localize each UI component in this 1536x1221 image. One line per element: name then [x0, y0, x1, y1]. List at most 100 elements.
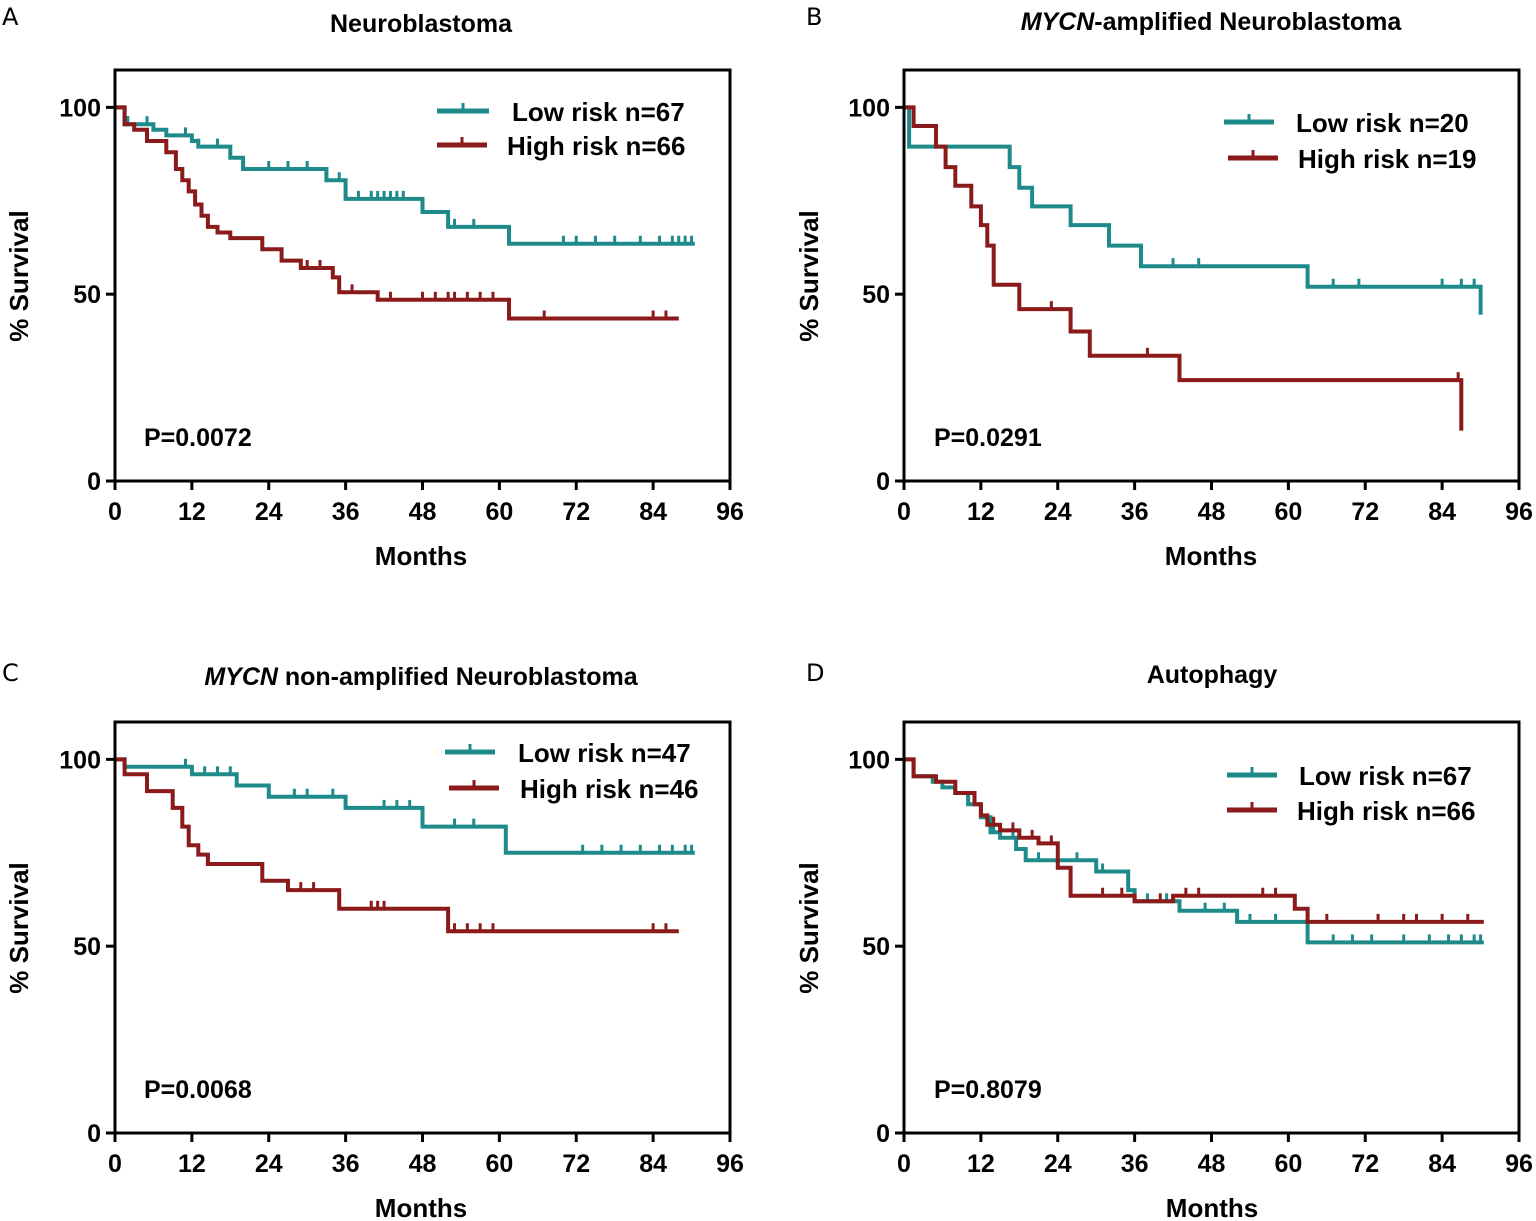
x-tick-label: 24 [1044, 1150, 1072, 1178]
x-axis-label: Months [1166, 1193, 1258, 1221]
x-tick-label: 0 [897, 498, 911, 526]
legend-item-low: Low risk n=47 [445, 738, 691, 768]
y-axis-label: % Survival [4, 210, 34, 342]
x-tick-label: 36 [1121, 1150, 1149, 1178]
x-tick-label: 12 [178, 1150, 206, 1178]
x-tick-label: 48 [409, 498, 437, 526]
y-tick-label: 0 [87, 1120, 101, 1148]
legend-label-high: High risk n=66 [507, 131, 685, 161]
x-tick-label: 36 [332, 1150, 360, 1178]
y-tick-label: 50 [73, 281, 101, 309]
legend-item-high: High risk n=46 [449, 774, 698, 804]
p-value: P=0.8079 [934, 1076, 1042, 1104]
legend-label-high: High risk n=19 [1298, 144, 1476, 174]
x-tick-label: 12 [178, 498, 206, 526]
x-axis-label: Months [375, 1193, 467, 1221]
x-axis-label: Months [375, 541, 467, 571]
panel-a: A Neuroblastoma 0 12 24 36 48 60 72 84 96050100 … [2, 3, 744, 571]
legend-label-high: High risk n=46 [520, 774, 698, 804]
y-axis-label: % Survival [794, 210, 824, 342]
x-tick-label: 0 [108, 1150, 122, 1178]
legend: Low risk n=20 High risk n=19 [1224, 108, 1476, 174]
plot-area: 0 12 24 36 48 60 72 84 96 0 50 100 [848, 720, 1533, 1178]
panel-title: MYCN non-amplified Neuroblastoma [204, 663, 638, 691]
title-rest: non-amplified Neuroblastoma [278, 663, 639, 691]
x-tick-label: 24 [255, 1150, 283, 1178]
x-tick-label: 36 [1121, 498, 1149, 526]
x-tick-label: 72 [562, 1150, 590, 1178]
plot-area: 0 12 24 36 48 60 72 84 96 0 50 100 [59, 720, 744, 1178]
x-tick-label: 60 [1274, 1150, 1302, 1178]
x-tick-label: 72 [1351, 1150, 1379, 1178]
survival-curve-low [904, 105, 1483, 315]
survival-curve-high [115, 105, 679, 321]
panel-title: Neuroblastoma [330, 10, 513, 38]
y-axis-label: % Survival [4, 862, 34, 994]
panel-letter-c: C [2, 659, 19, 687]
panel-title: MYCN-amplified Neuroblastoma [1021, 8, 1403, 36]
title-rest: -amplified Neuroblastoma [1094, 8, 1402, 36]
plot-area: 0 12 24 36 48 60 72 84 96 0 50 100 [848, 68, 1533, 526]
x-tick-label: 60 [485, 1150, 513, 1178]
legend-label-high: High risk n=66 [1297, 796, 1475, 826]
legend-item-high: High risk n=19 [1228, 144, 1476, 174]
legend-item-high: High risk n=66 [437, 131, 685, 161]
legend-item-low: Low risk n=67 [1227, 761, 1472, 791]
x-tick-label: 60 [1274, 498, 1302, 526]
panel-title: Autophagy [1147, 661, 1278, 689]
panel-letter-b: B [806, 3, 822, 31]
x-tick-label: 0 [108, 498, 122, 526]
legend-item-high: High risk n=66 [1227, 796, 1475, 826]
x-tick-label: 72 [562, 498, 590, 526]
survival-curve-high [904, 757, 1484, 924]
x-tick-label: 24 [1044, 498, 1072, 526]
y-tick-label: 0 [876, 468, 890, 496]
legend-label-low: Low risk n=20 [1296, 108, 1469, 138]
x-tick-label: 96 [1505, 498, 1533, 526]
title-rest: Neuroblastoma [330, 10, 513, 38]
survival-curve-low [904, 757, 1484, 945]
p-value: P=0.0068 [144, 1076, 252, 1104]
survival-curve-high [904, 105, 1464, 431]
legend-item-low: Low risk n=67 [437, 97, 685, 127]
panel-d: D Autophagy 0 12 24 36 48 60 72 84 96 0 50 100 P=0.… [794, 659, 1533, 1221]
y-tick-label: 100 [848, 746, 890, 774]
x-tick-label: 96 [716, 498, 744, 526]
x-tick-label: 72 [1351, 498, 1379, 526]
legend-label-low: Low risk n=47 [518, 738, 691, 768]
plot-area: 0 12 24 36 48 60 72 84 96 0 50 100 [59, 68, 744, 526]
x-tick-label: 12 [967, 498, 995, 526]
y-tick-label: 0 [87, 468, 101, 496]
y-tick-label: 50 [862, 281, 890, 309]
panel-c: C MYCN non-amplified Neuroblastoma 0 12 24… [2, 659, 744, 1221]
x-tick-label: 36 [332, 498, 360, 526]
x-tick-label: 84 [1428, 1150, 1456, 1178]
y-tick-label: 50 [73, 933, 101, 961]
legend: Low risk n=67 High risk n=66 [437, 97, 685, 161]
survival-curve-low [115, 757, 695, 855]
p-value: P=0.0072 [144, 424, 252, 452]
legend-item-low: Low risk n=20 [1224, 108, 1469, 138]
x-tick-label: 60 [485, 498, 513, 526]
title-italic: MYCN [1021, 8, 1096, 36]
legend: Low risk n=67 High risk n=66 [1227, 761, 1475, 826]
x-tick-label: 84 [639, 1150, 667, 1178]
y-axis-label: % Survival [794, 862, 824, 994]
x-tick-label: 96 [1505, 1150, 1533, 1178]
p-value: P=0.0291 [934, 424, 1042, 452]
panel-b: B MYCN-amplified Neuroblastoma 0 12 24 36 48… [794, 3, 1533, 571]
title-rest: Autophagy [1147, 661, 1278, 689]
legend-label-low: Low risk n=67 [512, 97, 685, 127]
x-axis-label: Months [1165, 541, 1257, 571]
x-tick-label: 48 [409, 1150, 437, 1178]
y-tick-label: 100 [59, 746, 101, 774]
x-tick-label: 48 [1198, 1150, 1226, 1178]
y-tick-label: 100 [59, 94, 101, 122]
y-tick-label: 0 [876, 1120, 890, 1148]
title-italic: MYCN [204, 663, 279, 691]
x-tick-label: 24 [255, 498, 283, 526]
x-tick-label: 0 [897, 1150, 911, 1178]
x-tick-label: 48 [1198, 498, 1226, 526]
y-tick-label: 50 [862, 933, 890, 961]
x-tick-label: 12 [967, 1150, 995, 1178]
